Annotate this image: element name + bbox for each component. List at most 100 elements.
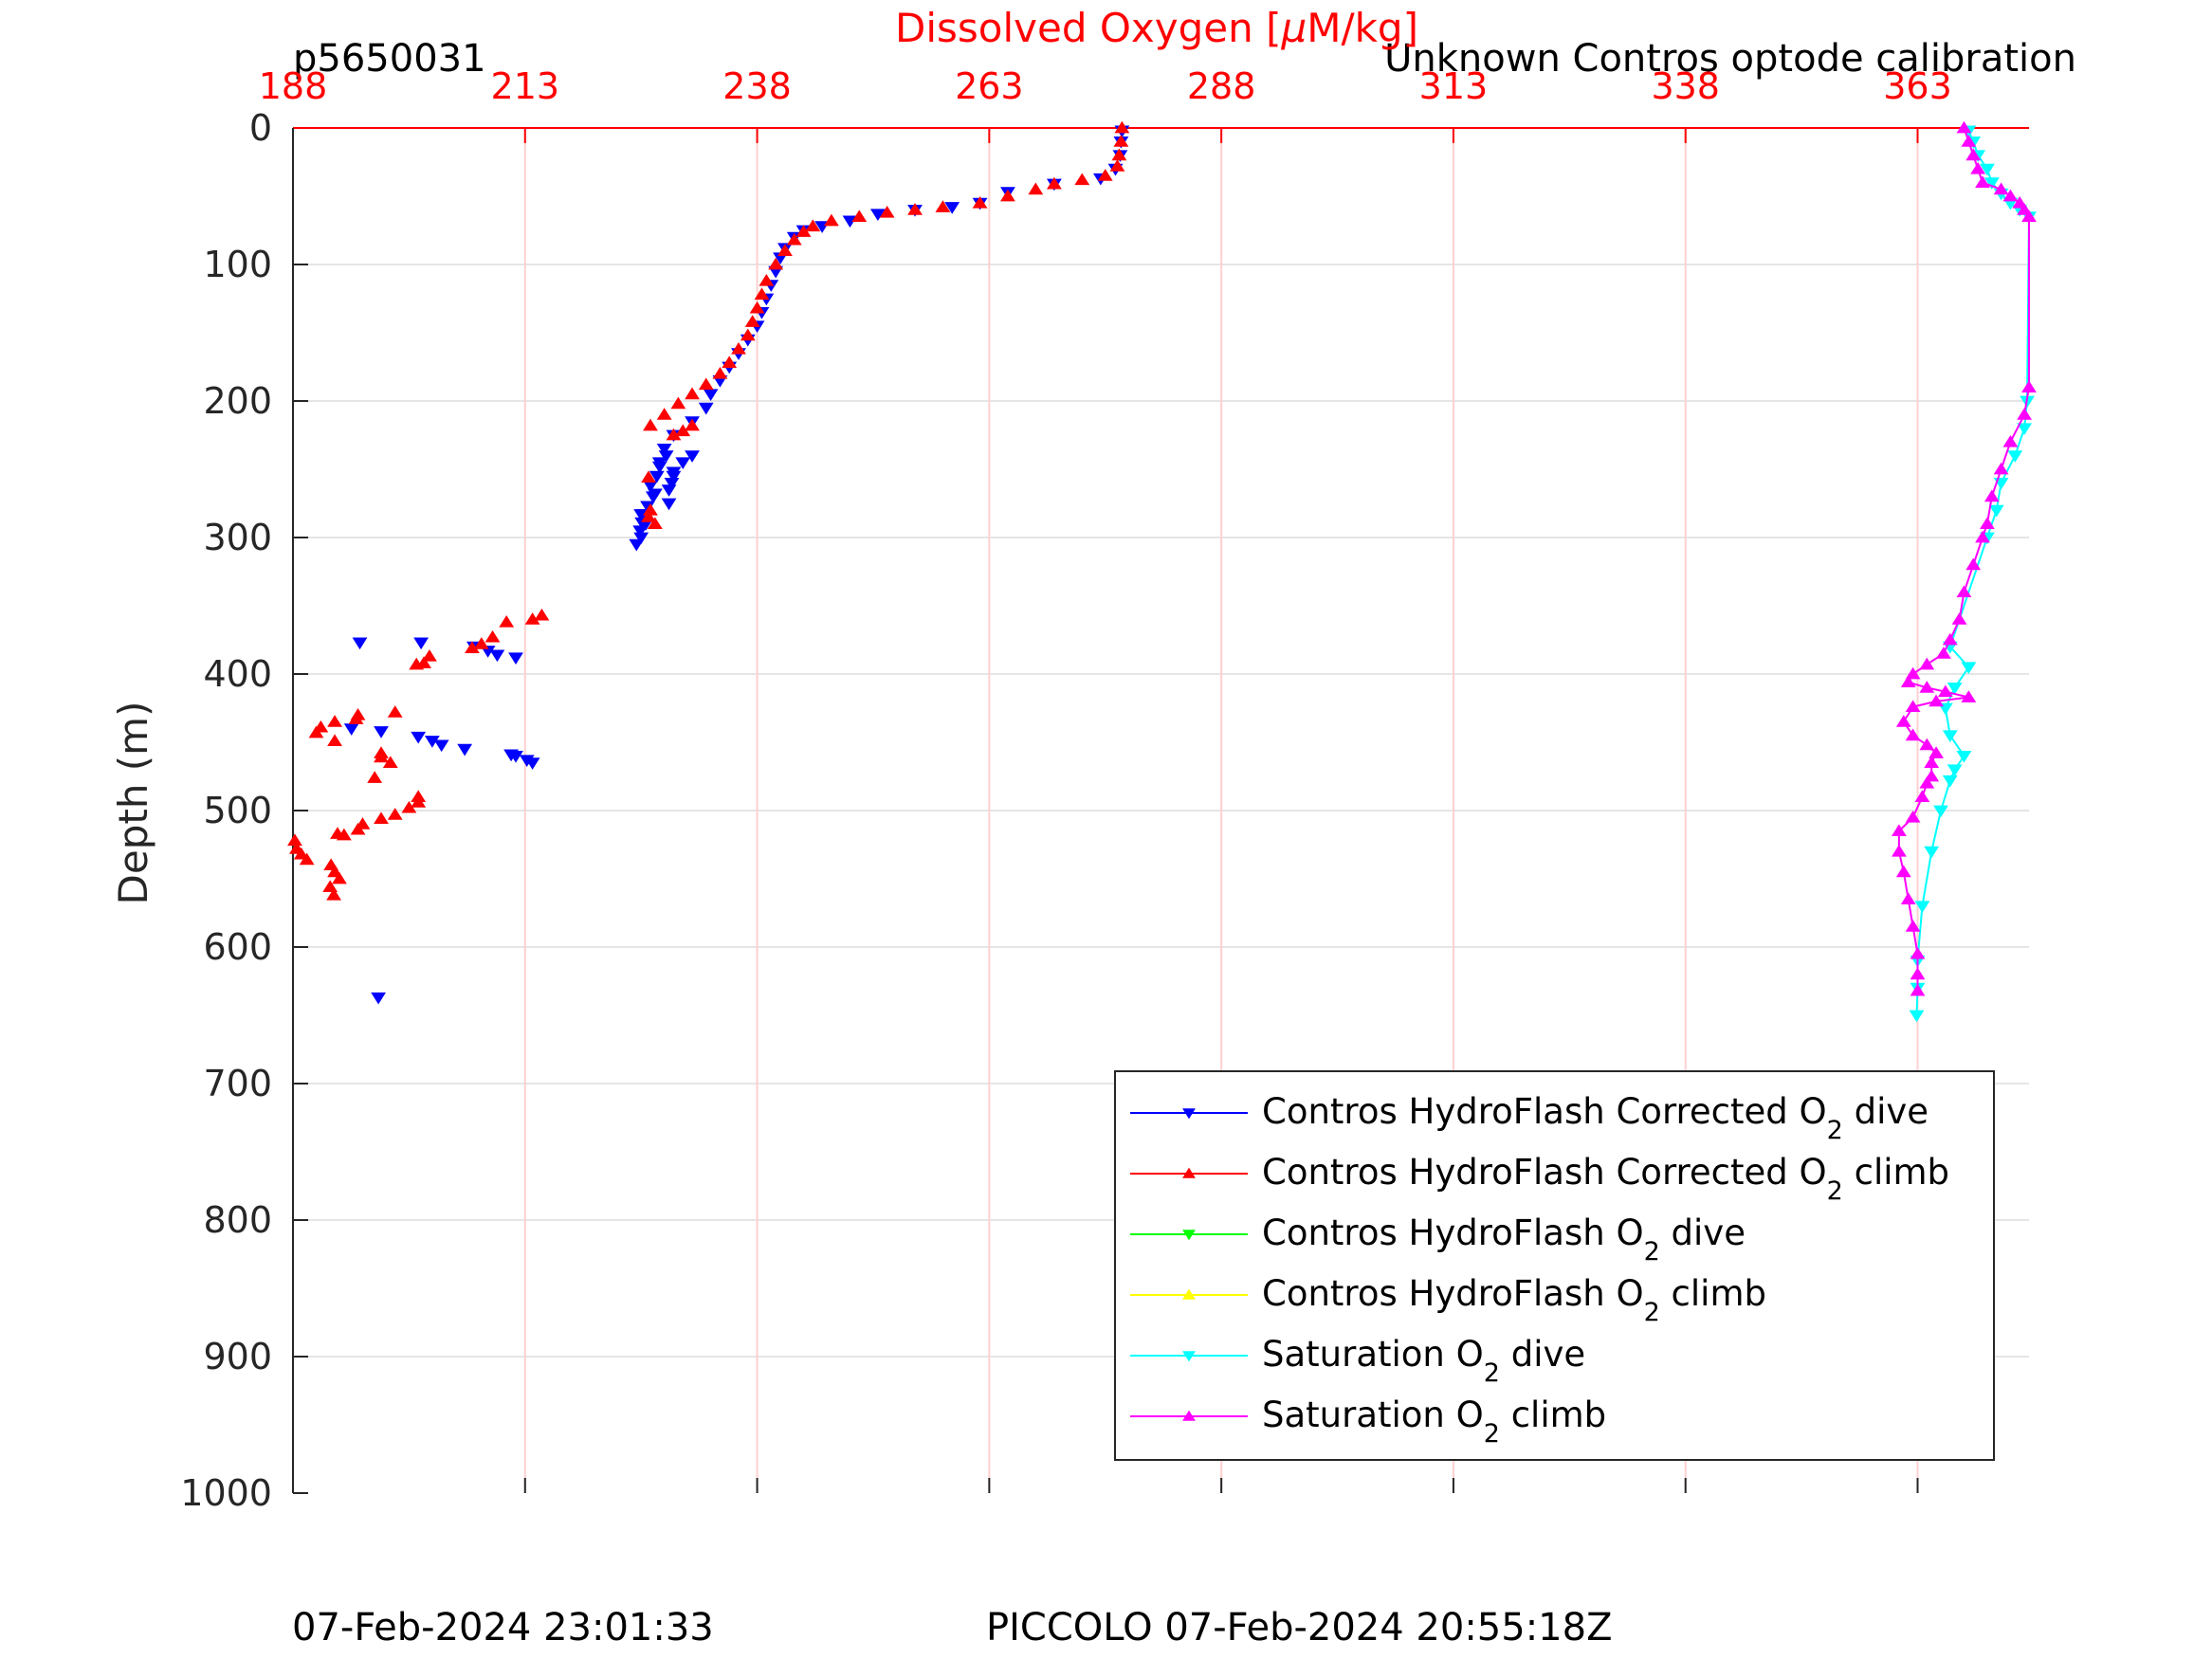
data-point bbox=[1975, 175, 1990, 188]
data-point bbox=[1919, 738, 1935, 751]
data-point bbox=[1929, 694, 1944, 707]
data-point bbox=[698, 402, 714, 415]
data-point bbox=[712, 366, 728, 379]
data-point bbox=[336, 828, 352, 841]
data-point bbox=[1114, 120, 1130, 134]
data-point bbox=[670, 396, 686, 410]
data-point bbox=[374, 750, 389, 763]
data-point bbox=[907, 203, 923, 215]
data-point bbox=[1892, 844, 1907, 857]
data-point bbox=[824, 213, 839, 227]
y-tick-label: 500 bbox=[203, 790, 272, 831]
data-point bbox=[371, 992, 386, 1005]
y-tick-label: 600 bbox=[203, 926, 272, 968]
x-tick-label: 238 bbox=[722, 65, 792, 107]
data-point bbox=[499, 615, 515, 628]
data-point bbox=[299, 852, 315, 866]
y-tick-label: 400 bbox=[203, 653, 272, 695]
data-point bbox=[1947, 683, 1963, 695]
data-point bbox=[293, 847, 309, 860]
data-point bbox=[851, 210, 868, 222]
data-point bbox=[1111, 148, 1127, 161]
data-point bbox=[869, 209, 886, 221]
data-point bbox=[641, 470, 656, 483]
y-tick-label: 700 bbox=[203, 1063, 272, 1104]
data-point bbox=[651, 461, 667, 474]
data-point bbox=[1028, 182, 1044, 195]
data-point bbox=[647, 517, 663, 529]
data-point bbox=[352, 637, 368, 650]
data-point bbox=[1895, 865, 1911, 878]
data-point bbox=[374, 726, 389, 738]
data-point bbox=[629, 538, 645, 552]
data-point bbox=[666, 466, 682, 480]
data-point bbox=[805, 219, 821, 232]
data-point bbox=[433, 739, 449, 753]
data-point bbox=[675, 457, 691, 470]
data-point bbox=[731, 342, 746, 355]
legend-swatch-marker bbox=[1182, 1108, 1196, 1120]
data-point bbox=[1929, 746, 1944, 758]
data-point bbox=[647, 488, 663, 501]
data-point bbox=[457, 743, 473, 757]
data-point bbox=[308, 725, 324, 738]
data-point bbox=[1965, 557, 1982, 571]
data-point bbox=[1892, 824, 1907, 836]
data-point bbox=[1905, 700, 1921, 712]
data-point bbox=[2017, 423, 2033, 436]
data-point bbox=[387, 705, 403, 718]
legend-entry-label: Contros HydroFlash Corrected O2 dive bbox=[1262, 1091, 1929, 1145]
x-tick-label: 263 bbox=[955, 65, 1024, 107]
data-point bbox=[524, 612, 540, 625]
data-point bbox=[698, 377, 714, 391]
data-point bbox=[524, 757, 540, 770]
y-tick-label: 100 bbox=[203, 244, 272, 285]
data-point bbox=[1961, 662, 1977, 675]
data-point bbox=[1109, 159, 1125, 172]
data-point bbox=[1910, 946, 1926, 959]
data-point bbox=[685, 418, 700, 431]
legend-entry-label: Contros HydroFlash Corrected O2 climb bbox=[1262, 1152, 1949, 1206]
data-point bbox=[382, 756, 398, 768]
data-point bbox=[1097, 169, 1113, 181]
grid-lines bbox=[293, 128, 2029, 1493]
data-point bbox=[1947, 764, 1963, 777]
data-point bbox=[1046, 176, 1062, 190]
data-point bbox=[1937, 684, 1953, 698]
legend-entry-label: Contros HydroFlash O2 climb bbox=[1262, 1273, 1766, 1327]
data-point bbox=[411, 795, 427, 808]
y-tick-label: 800 bbox=[203, 1199, 272, 1241]
data-point bbox=[1956, 751, 1972, 763]
data-point bbox=[1936, 647, 1951, 659]
data-point bbox=[685, 450, 700, 463]
data-point bbox=[786, 232, 802, 246]
data-point bbox=[401, 800, 417, 813]
data-point bbox=[1900, 675, 1916, 688]
data-point bbox=[1113, 135, 1129, 147]
axes bbox=[292, 127, 2029, 1494]
y-axis-label: Depth (m) bbox=[110, 702, 156, 905]
data-point bbox=[2021, 210, 2037, 222]
data-point bbox=[1956, 585, 1972, 597]
calibration-note: Unknown Contros optode calibration bbox=[1384, 37, 2076, 81]
data-point bbox=[1910, 983, 1926, 996]
data-point bbox=[350, 822, 366, 835]
data-point bbox=[484, 629, 501, 643]
legend-entry-label: Saturation O2 climb bbox=[1262, 1395, 1606, 1449]
data-point bbox=[658, 450, 674, 463]
data-point bbox=[1988, 504, 2004, 518]
data-point bbox=[465, 641, 480, 654]
data-point bbox=[1905, 728, 1921, 741]
legend-box bbox=[1114, 1070, 1995, 1461]
x-tick-label: 338 bbox=[1651, 65, 1720, 107]
data-point bbox=[1961, 135, 1977, 147]
data-point bbox=[387, 808, 403, 820]
series-5 bbox=[1892, 120, 2037, 996]
data-point bbox=[1900, 892, 1916, 904]
data-point bbox=[1919, 657, 1935, 670]
data-point bbox=[2002, 434, 2019, 447]
data-point bbox=[1942, 775, 1958, 788]
data-point bbox=[2021, 380, 2037, 392]
data-point bbox=[1933, 805, 1948, 818]
